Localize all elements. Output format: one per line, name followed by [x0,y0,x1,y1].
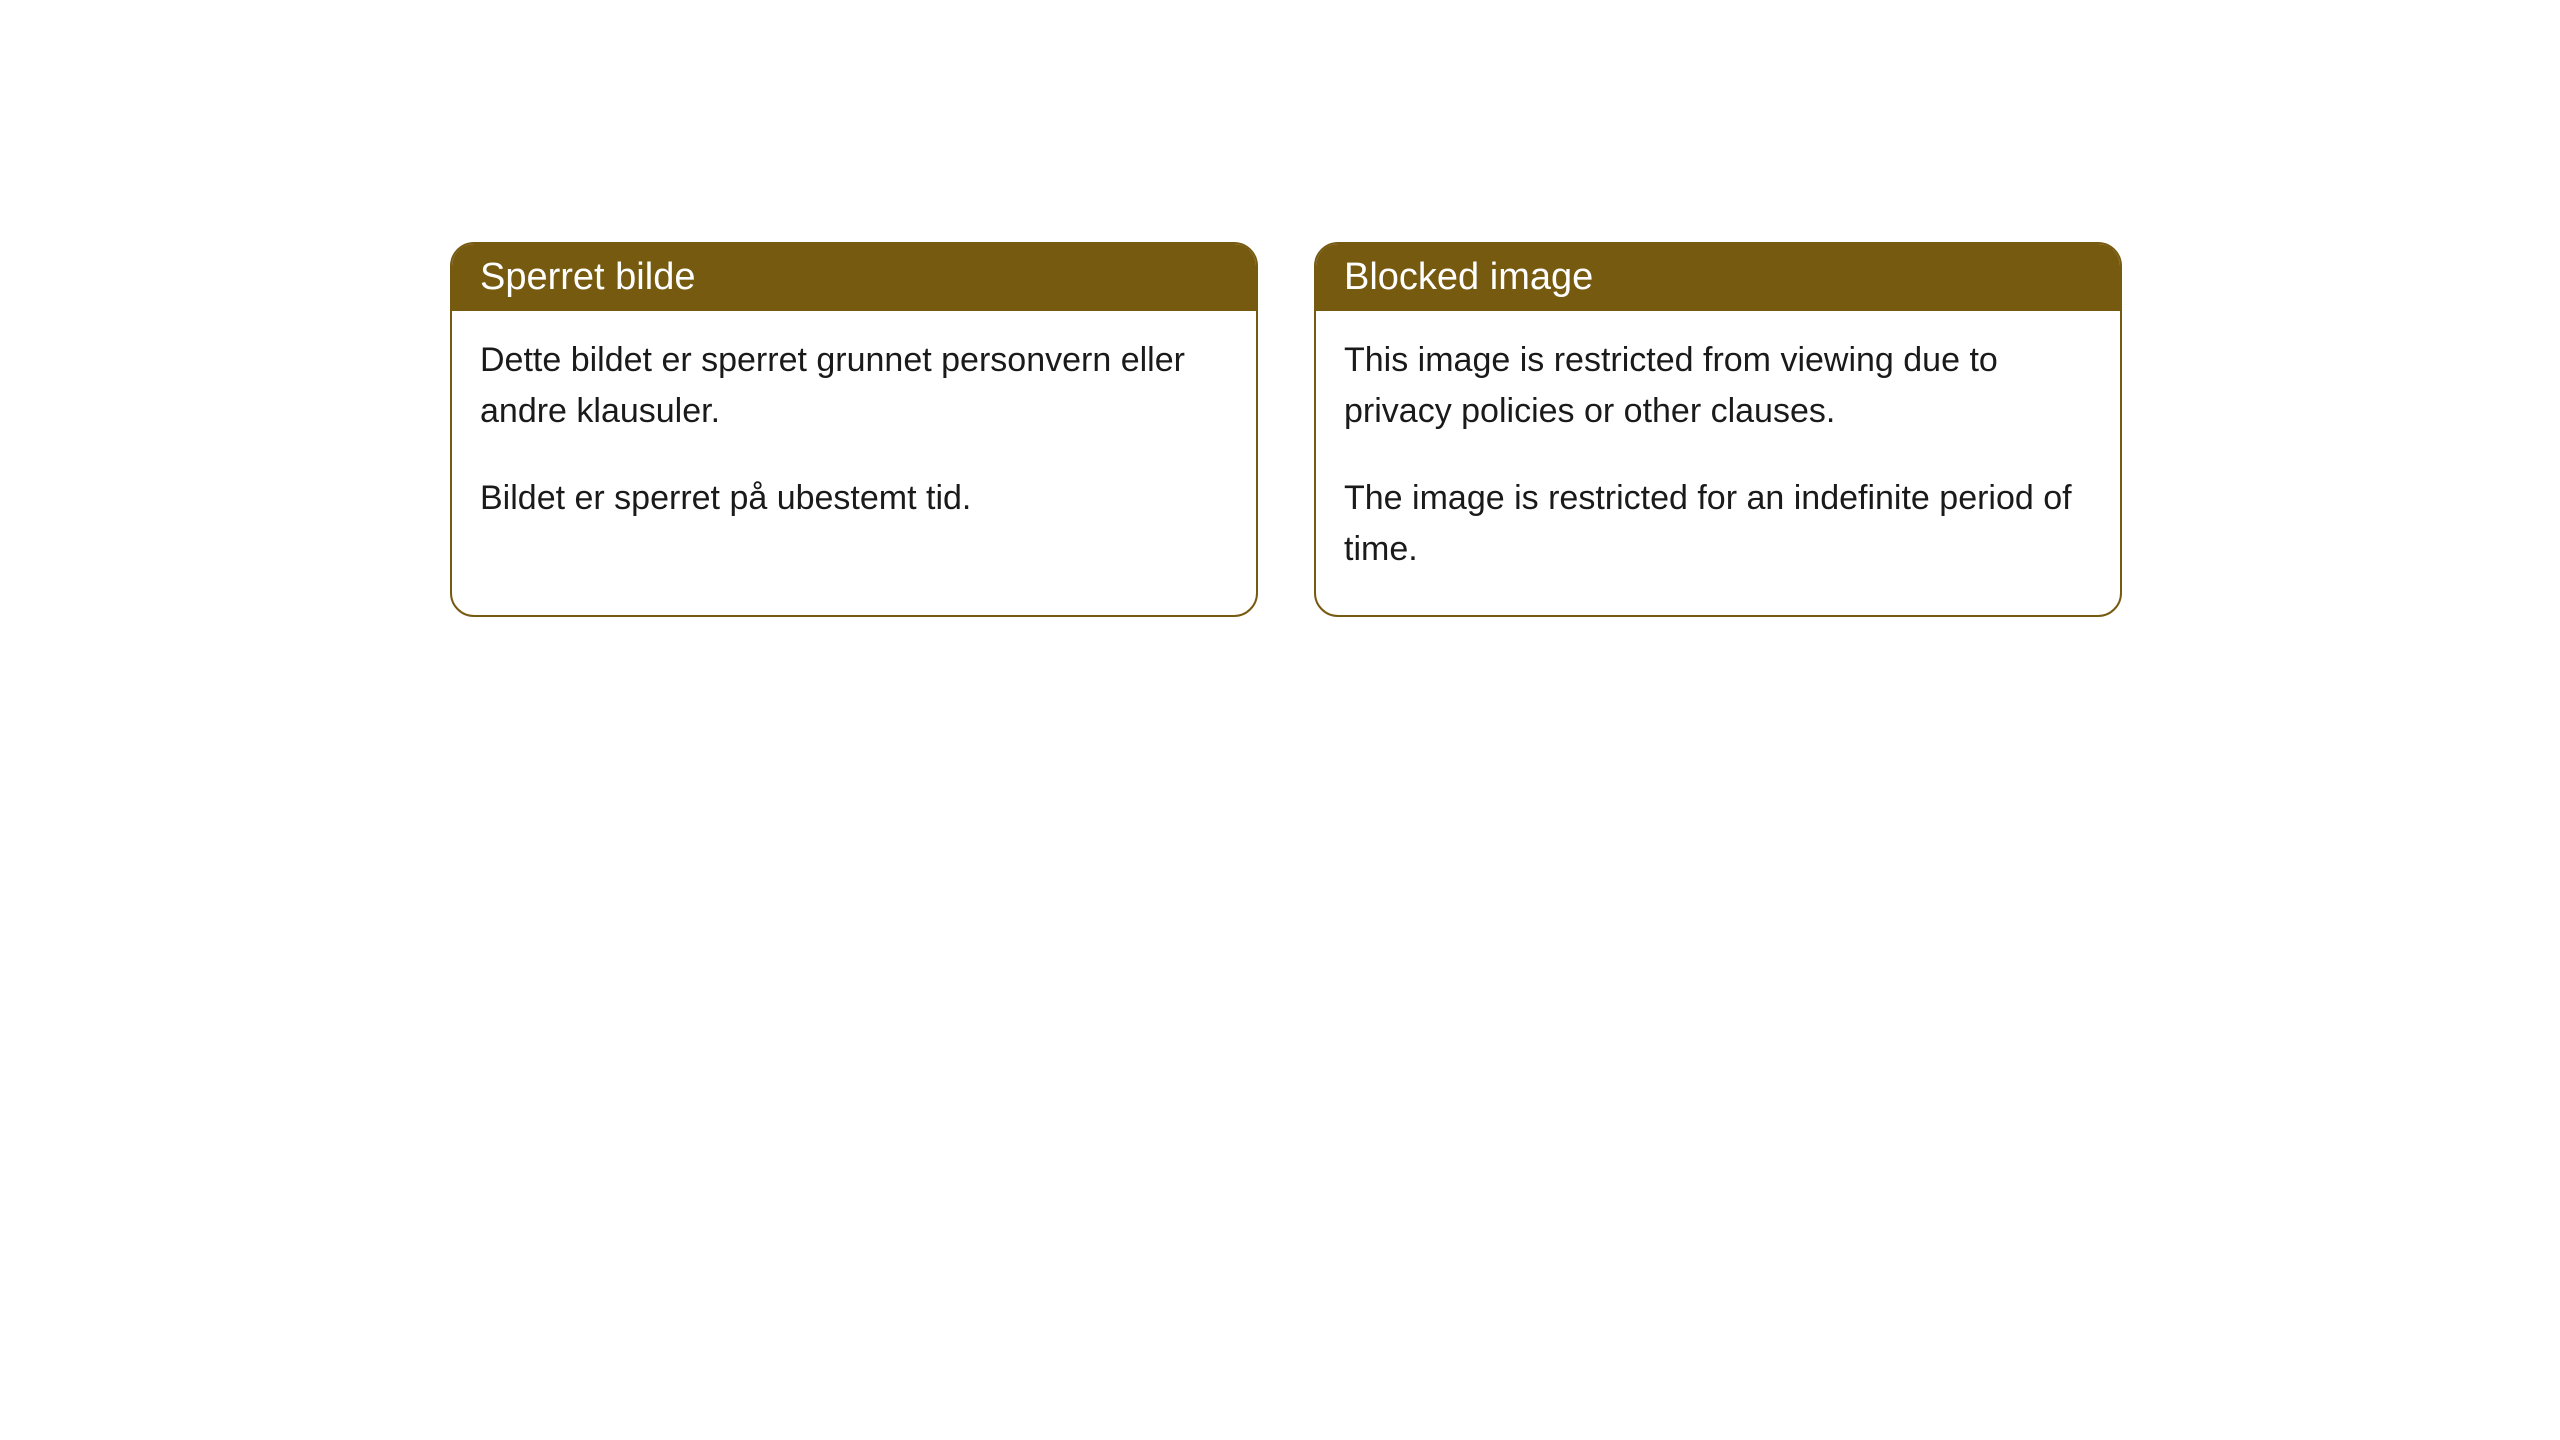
card-paragraph-2-norwegian: Bildet er sperret på ubestemt tid. [480,473,1228,524]
card-header-norwegian: Sperret bilde [452,244,1256,311]
card-paragraph-1-norwegian: Dette bildet er sperret grunnet personve… [480,335,1228,437]
card-paragraph-2-english: The image is restricted for an indefinit… [1344,473,2092,575]
card-body-norwegian: Dette bildet er sperret grunnet personve… [452,311,1256,564]
card-header-english: Blocked image [1316,244,2120,311]
card-body-english: This image is restricted from viewing du… [1316,311,2120,615]
notice-cards-container: Sperret bilde Dette bildet er sperret gr… [450,242,2122,617]
card-paragraph-1-english: This image is restricted from viewing du… [1344,335,2092,437]
card-title-norwegian: Sperret bilde [480,256,695,298]
blocked-image-card-english: Blocked image This image is restricted f… [1314,242,2122,617]
card-title-english: Blocked image [1344,256,1593,298]
blocked-image-card-norwegian: Sperret bilde Dette bildet er sperret gr… [450,242,1258,617]
